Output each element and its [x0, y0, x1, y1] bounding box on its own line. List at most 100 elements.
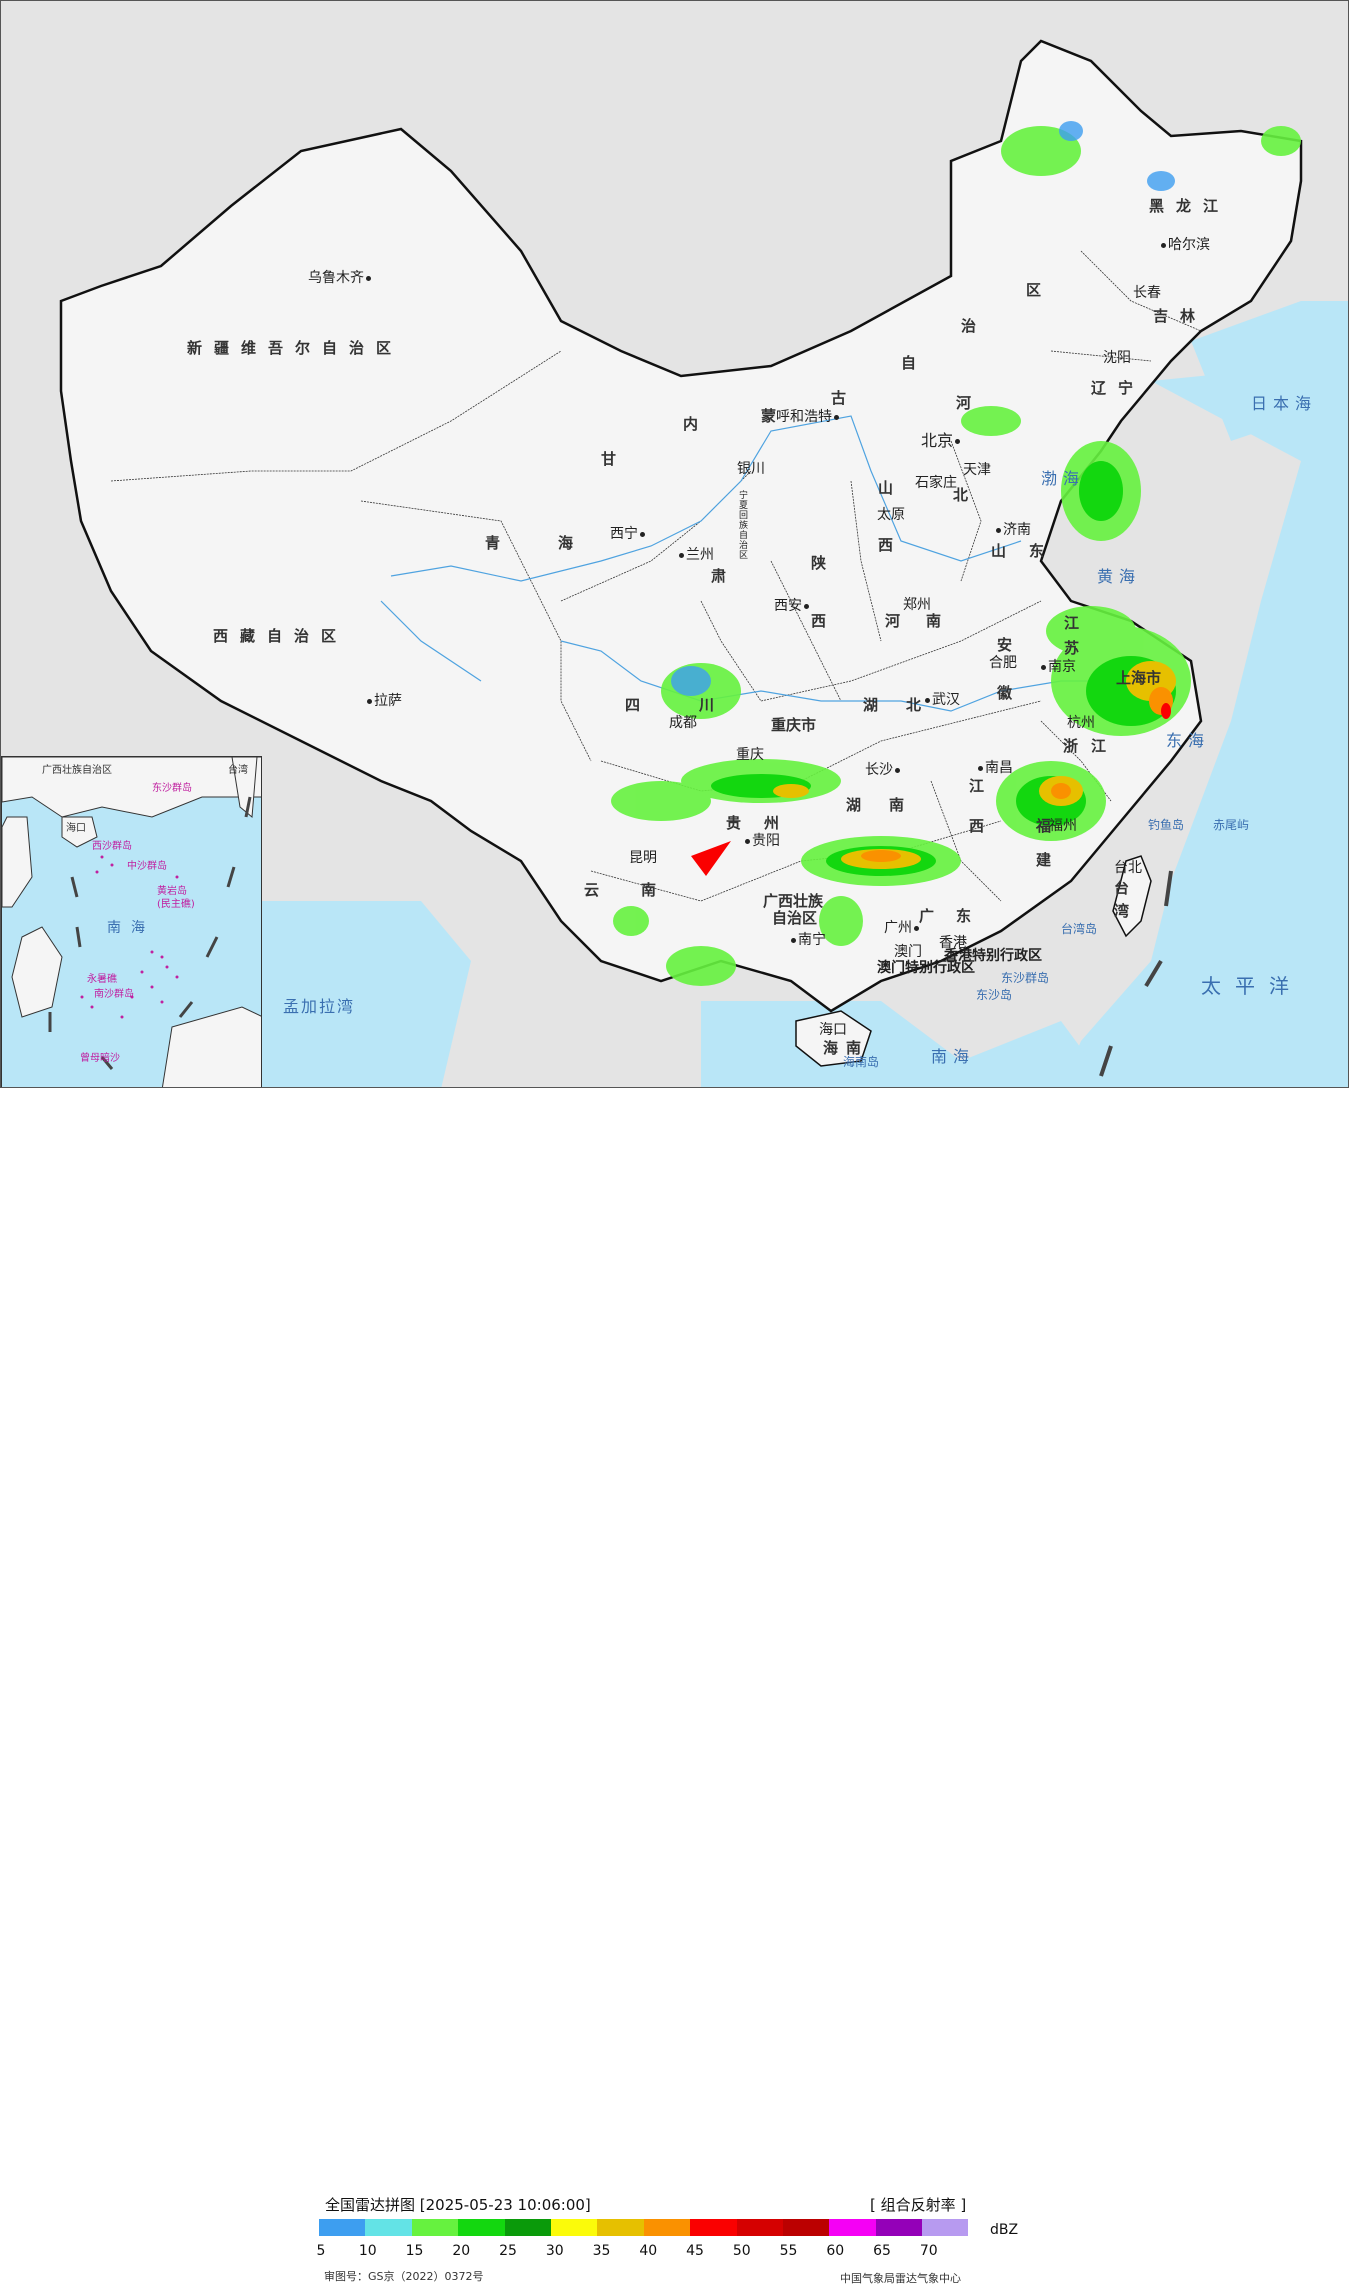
city-guangzhou: 广州	[884, 921, 921, 935]
province-heilongjiang: 黑龙江	[1149, 197, 1231, 215]
inset-yongshu: 永暑礁	[87, 974, 117, 985]
japan-sea	[1191, 301, 1348, 441]
province-hainan-1: 海	[823, 1039, 839, 1057]
city-chengdu: 成都	[669, 715, 697, 731]
hainan-island	[795, 1010, 872, 1067]
colorbar-tick-label: 55	[779, 2243, 798, 2259]
colorbar-swatch	[736, 2219, 783, 2236]
legend-product: [ 组合反射率 ]	[870, 2196, 967, 2214]
city-zhengzhou: 郑州	[903, 597, 931, 613]
inset-xisha: 西沙群岛	[92, 841, 132, 852]
pacific-ocean	[1061, 361, 1348, 1087]
city-nanning: 南宁	[789, 933, 826, 947]
city-chongqing: 重庆	[736, 747, 764, 763]
inset-zengmu: 曾母暗沙	[80, 1053, 120, 1064]
city-shijiazhuang: 石家庄	[915, 475, 957, 491]
inset-canvas	[2, 757, 261, 1087]
province-gansu-2: 肃	[711, 567, 727, 585]
sea-donghai: 东海	[1166, 731, 1211, 750]
sar-macau: 澳门特别行政区	[877, 960, 975, 976]
province-shandong-2: 东	[1029, 542, 1045, 560]
colorbar-tick-label: 65	[873, 2243, 891, 2259]
island-taiwan: 台湾岛	[1061, 922, 1098, 936]
city-nanchang: 南昌	[976, 761, 1013, 775]
inset-zhongsha: 中沙群岛	[127, 861, 167, 872]
south-china-sea	[701, 1001, 1110, 1087]
province-yunnan-1: 云	[584, 881, 600, 899]
province-anhui-2: 徽	[997, 684, 1013, 702]
colorbar	[319, 2219, 969, 2236]
data-source: 中国气象局雷达气象中心	[840, 2272, 961, 2285]
colorbar-tick-label: 40	[639, 2243, 658, 2259]
colorbar-swatch	[319, 2219, 366, 2236]
colorbar-swatch	[458, 2219, 505, 2236]
island-dongsha-2: 东沙岛	[976, 988, 1013, 1002]
colorbar-tick-label: 35	[592, 2243, 611, 2259]
province-jiangxi-1: 江	[969, 777, 985, 795]
island-diaoyu: 钓鱼岛	[1148, 818, 1185, 832]
province-hubei-2: 北	[906, 696, 922, 714]
colorbar-swatch	[875, 2219, 923, 2236]
province-liaoning: 辽宁	[1091, 379, 1146, 397]
city-changsha: 长沙	[865, 763, 902, 777]
colorbar-tick-label: 60	[826, 2243, 845, 2259]
city-hohhot: 呼和浩特	[776, 410, 841, 424]
city-taiyuan: 太原	[877, 507, 905, 523]
colorbar-swatch	[829, 2219, 876, 2236]
colorbar-swatch	[690, 2219, 737, 2236]
colorbar-tick-label: 20	[452, 2243, 471, 2259]
province-neimeng-5: 治	[961, 317, 977, 335]
taiwan-island	[1112, 855, 1152, 938]
sea-nanhai: 南海	[931, 1047, 976, 1066]
province-taiwan-1: 台	[1114, 879, 1130, 897]
province-shaanxi-1: 陕	[811, 554, 827, 572]
province-shaanxi-2: 西	[811, 612, 827, 630]
sar-hongkong: 香港特别行政区	[944, 948, 1042, 964]
province-jiangxi-2: 西	[969, 817, 985, 835]
colorbar-tick-label: 15	[405, 2243, 424, 2259]
province-chuan: 川	[699, 696, 715, 714]
province-taiwan-2: 湾	[1114, 902, 1130, 920]
province-hunan-2: 南	[889, 796, 905, 814]
city-xianggang: 香港	[939, 935, 967, 951]
sea-bohai: 渤海	[1041, 469, 1086, 488]
province-shanghai: 上海市	[1116, 669, 1162, 687]
inset-huangyan: 黄岩岛	[157, 886, 187, 897]
province-guangdong-2: 东	[956, 907, 972, 925]
city-haikou: 海口	[819, 1022, 847, 1038]
colorbar-swatch	[504, 2219, 551, 2236]
inset-taiwan: 台湾	[228, 765, 248, 776]
colorbar-swatch	[550, 2219, 598, 2236]
inset-haikou: 海口	[66, 823, 86, 834]
city-beijing: 北京	[921, 433, 962, 449]
province-guangdong-1: 广	[919, 907, 935, 925]
province-qinghai-1: 青	[485, 534, 501, 552]
province-jilin: 吉林	[1153, 307, 1208, 325]
sea-japan: 日本海	[1251, 394, 1318, 413]
bay-of-bengal	[262, 901, 471, 1087]
city-aomen: 澳门	[894, 944, 922, 960]
province-neimeng-4: 自	[901, 354, 917, 372]
province-yunnan-2: 南	[641, 881, 657, 899]
city-xining: 西宁	[610, 527, 647, 541]
inset-nansha: 南沙群岛	[94, 989, 134, 1000]
province-gansu: 甘	[601, 450, 617, 468]
island-chiwei: 赤尾屿	[1213, 818, 1250, 832]
province-hunan-1: 湖	[846, 796, 862, 814]
colorbar-swatch	[782, 2219, 830, 2236]
colorbar-swatch	[643, 2219, 691, 2236]
radar-map: 新疆维吾尔自治区 西藏自治区 青 海 甘 肃 四 川 云 南 贵 州 重庆市 广…	[0, 0, 1349, 1088]
colorbar-swatch	[411, 2219, 459, 2236]
inset-dongsha: 东沙群岛	[152, 783, 192, 794]
city-jinan: 济南	[994, 523, 1031, 537]
province-chongqing: 重庆市	[771, 716, 817, 734]
province-guizhou-2: 州	[764, 814, 780, 832]
legend-panel: 全国雷达拼图 [2025-05-23 10:06:00] [ 组合反射率 ] 5…	[0, 1088, 1349, 2285]
colorbar-tick-label: 50	[732, 2243, 751, 2259]
south-china-sea-inset: 广西壮族自治区 台湾 东沙群岛 海口 西沙群岛 中沙群岛 黄岩岛 (民主礁) 南…	[1, 756, 262, 1087]
city-tianjin: 天津	[963, 462, 991, 478]
colorbar-tick-label: 30	[545, 2243, 564, 2259]
colorbar-tick-label: 5	[316, 2243, 326, 2259]
city-harbin: 哈尔滨	[1159, 238, 1210, 252]
province-shandong-1: 山	[991, 542, 1007, 560]
